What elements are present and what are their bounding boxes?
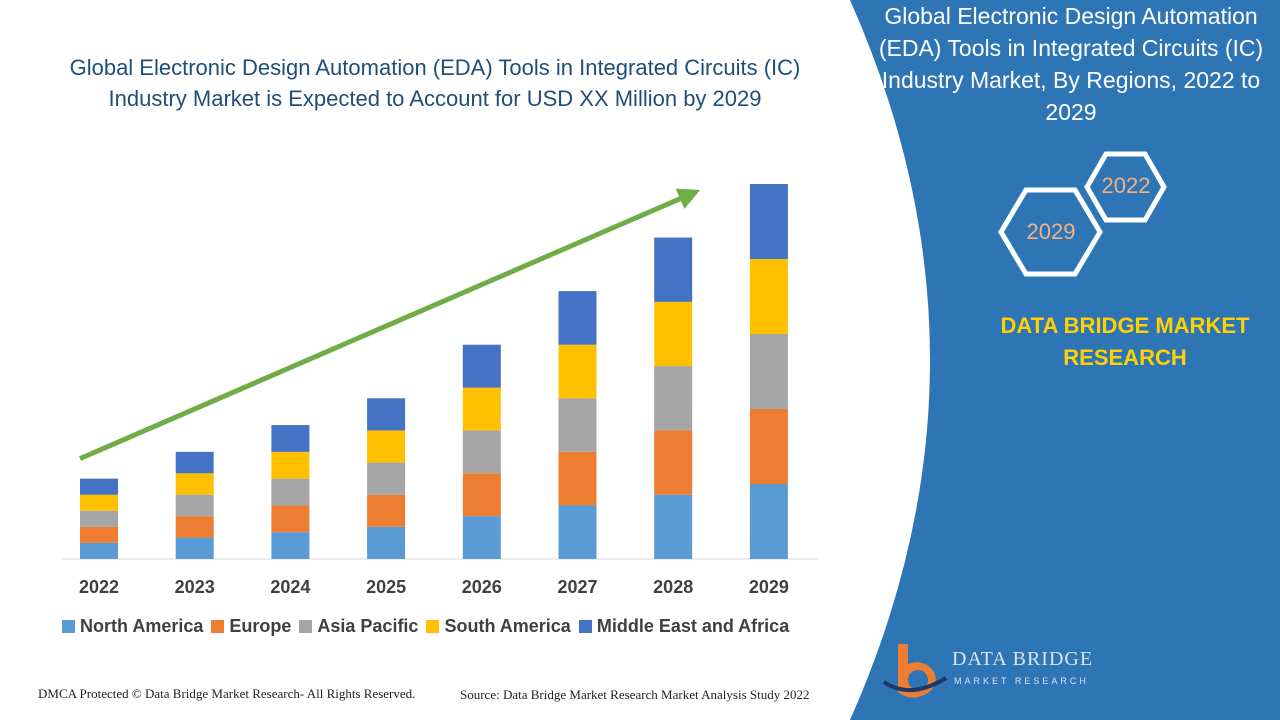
legend-label: Middle East and Africa	[596, 616, 790, 636]
legend-label: South America	[444, 616, 571, 636]
x-tick-label: 2027	[557, 577, 597, 597]
legend-swatch	[62, 620, 75, 633]
legend-swatch	[211, 620, 225, 633]
trend-arrow-head	[675, 188, 701, 209]
bar-2026-asia-pacific	[462, 430, 501, 474]
chart-legend: North America Europe Asia Pacific South Ame…	[62, 616, 797, 637]
bar-2024-north-america	[271, 532, 310, 559]
bar-2028-middle-east-and-africa	[654, 237, 693, 302]
bar-2024-europe	[271, 505, 310, 533]
bar-2028-asia-pacific	[654, 366, 693, 431]
legend-item: Asia Pacific	[299, 616, 418, 637]
bar-2025-europe	[367, 494, 406, 527]
bar-2028-south-america	[654, 301, 693, 367]
bar-2027-south-america	[558, 344, 597, 399]
bar-2022-asia-pacific	[80, 510, 118, 527]
x-tick-label: 2022	[79, 577, 119, 597]
hexagon-2029	[998, 187, 1103, 277]
brand-text: DATA BRIDGE MARKET RESEARCH	[1000, 313, 1250, 370]
chart-title: Global Electronic Design Automation (EDA…	[69, 55, 801, 111]
bar-2022-north-america	[80, 542, 118, 559]
bar-2027-europe	[558, 451, 597, 506]
trend-arrow-line	[79, 194, 685, 461]
legend-swatch	[299, 620, 313, 633]
bar-2023-europe	[175, 516, 214, 538]
bar-2026-europe	[462, 473, 501, 517]
legend-label: North America	[80, 616, 204, 636]
hex-label-2022: 2022	[1101, 173, 1151, 198]
x-tick-label: 2026	[462, 577, 502, 597]
bar-2027-middle-east-and-africa	[558, 291, 597, 345]
bar-2024-south-america	[271, 451, 310, 479]
side-panel-title: Global Electronic Design Automation (EDA…	[878, 3, 1264, 125]
bar-2026-middle-east-and-africa	[462, 344, 501, 388]
x-tick-label: 2025	[366, 577, 406, 597]
copyright-text: DMCA Protected © Data Bridge Market Rese…	[38, 686, 416, 701]
stacked-bar-chart: 2022 2023 2024 2025 2026 2027 2028 2029	[62, 184, 818, 597]
bar-2024-middle-east-and-africa	[271, 425, 310, 452]
x-tick-label: 2029	[749, 577, 789, 597]
bar-2027-north-america	[558, 505, 597, 559]
bar-2028-north-america	[654, 494, 693, 559]
bar-2024-asia-pacific	[271, 478, 310, 506]
bar-2029-north-america	[749, 484, 788, 559]
bar-2023-middle-east-and-africa	[175, 451, 214, 474]
hexagon-2022	[1084, 151, 1167, 223]
bar-2029-south-america	[749, 259, 788, 334]
bar-2026-north-america	[462, 516, 501, 559]
bar-2029-asia-pacific	[749, 334, 788, 409]
legend-swatch	[578, 620, 592, 633]
legend-item: North America	[62, 616, 203, 637]
bar-2022-south-america	[80, 494, 118, 511]
bar-2025-south-america	[367, 430, 406, 463]
side-panel-shape	[850, 0, 1280, 720]
legend-item: Europe	[211, 616, 291, 637]
logo-icon	[882, 644, 948, 698]
logo-tagline: MARKET RESEARCH	[954, 676, 1089, 686]
source-text: Source: Data Bridge Market Research Mark…	[460, 687, 810, 702]
bar-2023-south-america	[175, 473, 214, 495]
x-tick-label: 2028	[653, 577, 693, 597]
legend-item: South America	[426, 616, 571, 637]
bar-2029-europe	[749, 409, 788, 484]
bar-2025-asia-pacific	[367, 462, 406, 495]
bar-2027-asia-pacific	[558, 398, 597, 452]
legend-label: Europe	[229, 616, 292, 636]
legend-item: Middle East and Africa	[578, 616, 790, 637]
bar-2026-south-america	[462, 387, 501, 431]
logo-name: DATA BRIDGE	[952, 648, 1094, 670]
bar-2023-north-america	[175, 537, 214, 559]
bar-2029-middle-east-and-africa	[749, 184, 788, 259]
x-tick-label: 2023	[175, 577, 215, 597]
bar-2028-europe	[654, 430, 693, 495]
bar-2025-north-america	[367, 526, 406, 559]
bar-2025-middle-east-and-africa	[367, 398, 406, 431]
bar-2022-middle-east-and-africa	[80, 478, 118, 495]
x-tick-label: 2024	[270, 577, 310, 597]
hex-label-2029: 2029	[1026, 219, 1076, 244]
bar-2023-asia-pacific	[175, 494, 214, 517]
bar-2022-europe	[80, 526, 118, 543]
legend-label: Asia Pacific	[317, 616, 419, 636]
legend-swatch	[426, 620, 440, 633]
